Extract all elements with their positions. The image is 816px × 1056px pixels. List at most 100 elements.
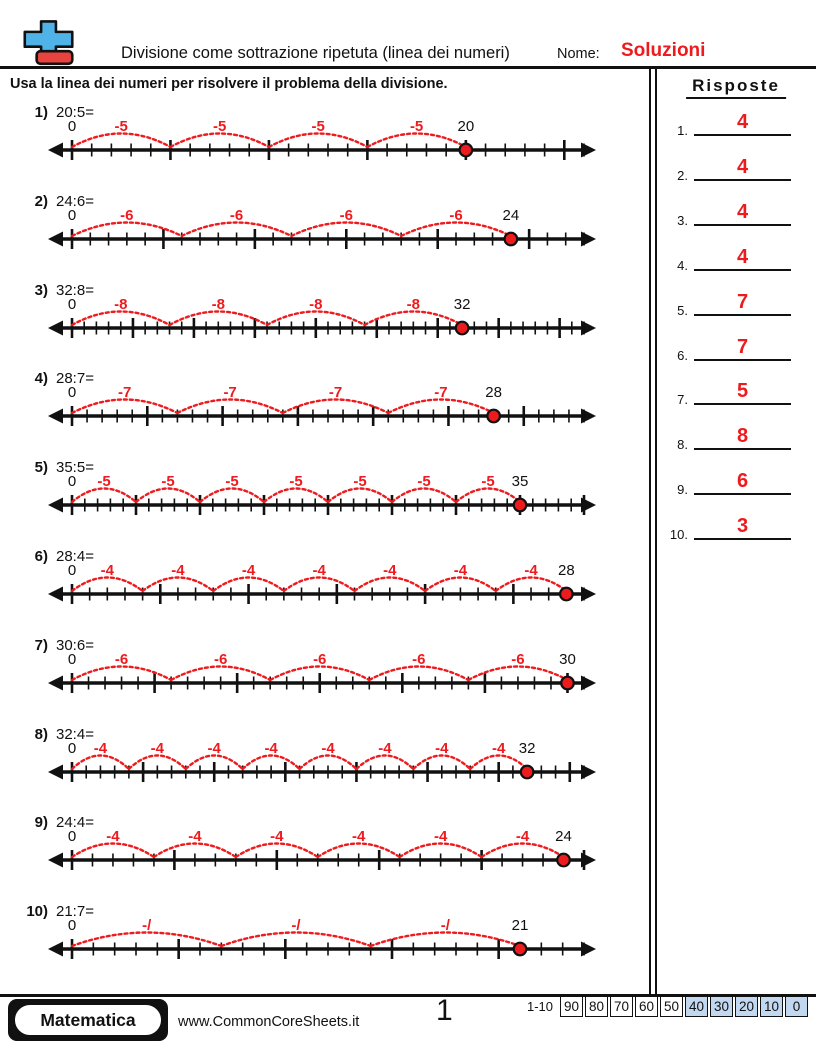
score-cell: 70 (610, 996, 633, 1017)
dividend-label: 24 (503, 207, 520, 224)
number-line: -7 -7 -7 -7 0 28 (48, 384, 596, 427)
jump-label: -5 (311, 118, 324, 135)
footer-divider (0, 994, 816, 997)
dividend-label: 35 (512, 473, 529, 490)
score-cell: 40 (685, 996, 708, 1017)
problem: 3) 32:8= -8 -8 -8 -8 0 32 (0, 282, 650, 370)
jump-label: -4 (171, 562, 185, 579)
zero-label: 0 (68, 207, 76, 224)
score-cell: 90 (560, 996, 583, 1017)
answer-row: 2. 4 (656, 143, 816, 187)
header-divider (0, 66, 816, 69)
problem-number: 5) (34, 459, 48, 477)
problem-equation: 32:8= (56, 281, 94, 299)
problem: 8) 32:4= -4 -4 -4 -4 -4 -4 -4 -4 0 32 (0, 726, 650, 814)
dividend-label: 30 (559, 651, 576, 668)
jump-label: -6 (115, 651, 128, 668)
answer-index: 2. (677, 167, 688, 183)
answer-index: 5. (677, 302, 688, 318)
zero-label: 0 (68, 118, 76, 135)
problem-number: 4) (34, 370, 48, 388)
jump-label: -/ (142, 917, 152, 934)
problem: 10) 21:7= -/ -/ -/ 0 21 (0, 903, 650, 991)
answer-row: 4. 4 (656, 233, 816, 277)
answer-blank-line (694, 448, 791, 451)
problem-number: 6) (34, 548, 48, 565)
answer-value: 4 (736, 200, 749, 223)
endpoint-dot (486, 408, 502, 424)
zero-label: 0 (68, 473, 76, 490)
jump-label: -6 (449, 207, 462, 224)
answer-index: 8. (677, 437, 688, 453)
jump-label: -8 (407, 296, 420, 313)
jump-label: -6 (340, 207, 353, 224)
jump-label: -4 (94, 740, 108, 757)
answer-blank-line (694, 538, 791, 541)
number-line: -5 -5 -5 -5 0 20 (48, 118, 596, 160)
jump-label: -/ (291, 917, 301, 934)
name-label: Nome: (557, 46, 600, 62)
endpoint-dot (556, 852, 571, 868)
score-cell: 20 (735, 996, 758, 1017)
jump-label: -8 (114, 296, 127, 313)
problem-number: 10) (26, 903, 48, 921)
jump-label: -5 (410, 118, 423, 135)
site-url: www.CommonCoreSheets.it (178, 1014, 360, 1030)
jump-label: -4 (270, 828, 284, 845)
answer-blank-line (694, 178, 791, 181)
problem-number: 3) (34, 281, 48, 299)
answer-blank-line (694, 223, 791, 226)
page-number: 1 (436, 994, 453, 1027)
answer-value: 4 (736, 245, 749, 268)
number-line: -/ -/ -/ 0 21 (48, 917, 596, 960)
problems: 1) 20:5= -5 -5 -5 -5 0 20 2) 24:6= -6 -6 -6 -6 0 2… (0, 104, 650, 991)
problem: 5) 35:5= -5 -5 -5 -5 -5 -5 -5 0 35 (0, 459, 650, 547)
problem-equation: 32:4= (56, 725, 94, 743)
number-line: -6 -6 -6 -6 0 24 (48, 207, 596, 249)
number-line: -6 -6 -6 -6 -6 0 30 (48, 651, 596, 693)
answers-panel: Risposte 1. 4 2. 4 3. 4 4. 4 5. 7 6. 7 7… (656, 68, 816, 995)
jump-label: -4 (101, 562, 115, 579)
jump-label: -5 (97, 473, 110, 490)
endpoint-dot (519, 764, 535, 779)
problem-number: 9) (34, 814, 48, 832)
jump-label: -7 (118, 384, 131, 401)
jump-label: -4 (264, 740, 278, 757)
jump-label: -5 (225, 473, 238, 490)
answer-row: 8. 8 (656, 412, 816, 456)
answers-separator (649, 69, 657, 995)
number-line: -4 -4 -4 -4 -4 -4 0 24 (48, 828, 596, 871)
zero-label: 0 (68, 562, 76, 579)
score-cell: 50 (660, 996, 683, 1017)
problem-equation: 28:7= (56, 370, 94, 388)
jump-label: -4 (434, 828, 448, 845)
zero-label: 0 (68, 651, 76, 668)
answer-value: 4 (736, 155, 749, 178)
brand-name: Matematica (13, 1003, 163, 1037)
answer-index: 4. (677, 257, 688, 273)
answer-index: 6. (677, 347, 688, 363)
problem: 4) 28:7= -7 -7 -7 -7 0 28 (0, 370, 650, 458)
jump-label: -6 (120, 207, 133, 224)
jump-label: -4 (151, 740, 165, 757)
answer-row: 9. 6 (656, 457, 816, 501)
math-plus-minus-logo-icon (23, 20, 74, 66)
endpoint-dot (454, 320, 470, 335)
answer-index: 10. (669, 527, 688, 543)
problem: 2) 24:6= -6 -6 -6 -6 0 24 (0, 193, 650, 281)
jump-label: -6 (230, 207, 243, 224)
dividend-label: 32 (519, 740, 536, 757)
score-table: 1-10 90 80 70 60 50 40 30 20 10 0 (527, 996, 808, 1017)
zero-label: 0 (68, 828, 76, 845)
problem-equation: 30:6= (56, 636, 94, 654)
answer-value: 8 (736, 425, 749, 448)
answer-row: 3. 4 (656, 188, 816, 232)
jump-label: -7 (223, 384, 236, 401)
jump-label: -7 (329, 384, 342, 401)
jump-label: -4 (208, 740, 222, 757)
number-line: -5 -5 -5 -5 -5 -5 -5 0 35 (48, 473, 596, 516)
jump-label: -4 (516, 828, 530, 845)
score-cell: 30 (710, 996, 733, 1017)
zero-label: 0 (68, 384, 76, 401)
answer-index: 9. (677, 482, 688, 498)
